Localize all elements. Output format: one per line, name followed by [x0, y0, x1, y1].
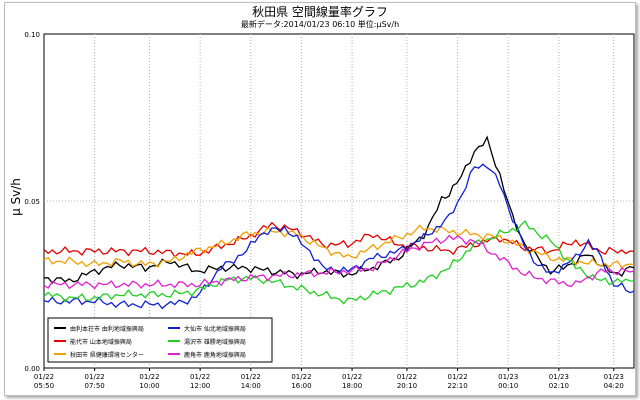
- legend-label: 鹿角市 鹿角地域振興局: [184, 351, 246, 359]
- x-tick-date: 01/22: [447, 373, 467, 381]
- x-tick-time: 18:00: [342, 382, 362, 390]
- x-tick-date: 01/23: [549, 373, 569, 381]
- x-tick-time: 22:10: [447, 382, 467, 390]
- legend-label: 能代市 山本地域振興局: [70, 338, 132, 346]
- legend-label: 湯沢市 雄勝地域振興局: [184, 338, 246, 346]
- x-tick-time: 02:10: [549, 382, 569, 390]
- x-tick-date: 01/22: [139, 373, 159, 381]
- x-tick-date: 01/22: [342, 373, 362, 381]
- x-tick-date: 01/22: [85, 373, 105, 381]
- x-tick-date: 01/22: [291, 373, 311, 381]
- x-tick-time: 00:10: [498, 382, 518, 390]
- x-tick-time: 05:50: [34, 382, 54, 390]
- x-tick-time: 07:50: [85, 382, 105, 390]
- x-tick-date: 01/23: [498, 373, 518, 381]
- y-tick-label: 0.05: [24, 198, 40, 206]
- legend-label: 大仙市 仙北地域振興局: [184, 325, 246, 333]
- x-tick-time: 20:10: [397, 382, 417, 390]
- x-tick-time: 14:00: [241, 382, 261, 390]
- x-tick-time: 04:20: [604, 382, 624, 390]
- series-line: [43, 224, 635, 269]
- series-line: [43, 163, 635, 310]
- x-tick-time: 16:00: [291, 382, 311, 390]
- legend-box: [47, 317, 273, 363]
- y-tick-label: 0.10: [24, 31, 40, 39]
- series-line: [43, 220, 635, 305]
- chart-subtitle: 最新データ:2014/01/23 06:10 単位:μSv/h: [240, 20, 400, 29]
- x-tick-date: 01/22: [190, 373, 210, 381]
- legend-label: 由利本荘市 由利地域振興局: [70, 325, 144, 333]
- series-line: [44, 135, 635, 285]
- y-tick-label: 0.00: [24, 365, 40, 373]
- x-tick-date: 01/23: [604, 373, 624, 381]
- x-tick-time: 10:00: [139, 382, 159, 390]
- x-tick-date: 01/22: [34, 373, 54, 381]
- legend-label: 秋田市 県健康環境センター: [70, 351, 144, 359]
- chart-title: 秋田県 空間線量率グラフ: [252, 5, 388, 19]
- x-tick-time: 12:00: [190, 382, 210, 390]
- x-tick-date: 01/22: [397, 373, 417, 381]
- series-line: [43, 221, 635, 258]
- x-tick-date: 01/22: [241, 373, 261, 381]
- series-line: [43, 234, 635, 290]
